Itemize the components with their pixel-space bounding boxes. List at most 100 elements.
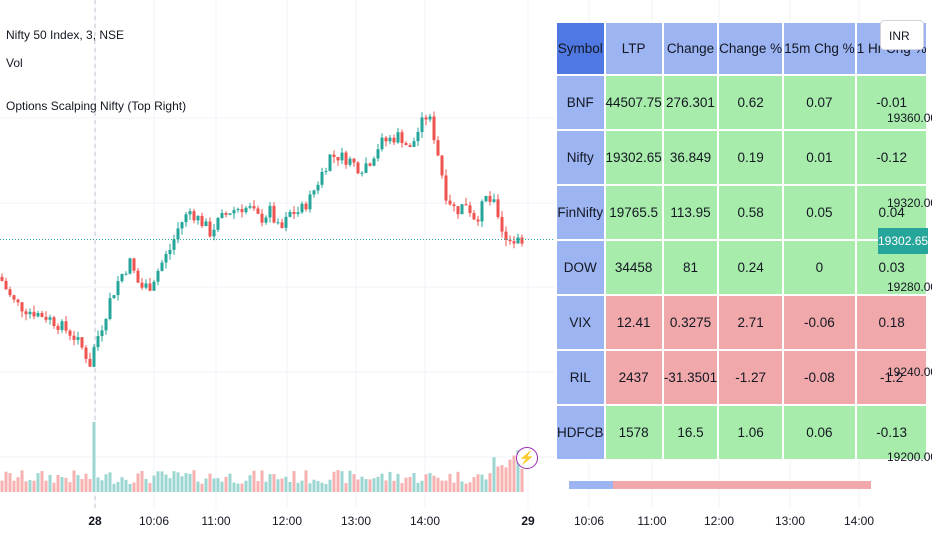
volume-bar xyxy=(320,482,324,492)
volume-bar xyxy=(300,480,304,492)
candle-body xyxy=(512,241,516,244)
candle-body xyxy=(392,137,396,143)
currency-selector[interactable]: INR xyxy=(880,20,924,50)
table-row: BNF 44507.75 276.301 0.62 0.07 -0.01 xyxy=(555,74,929,131)
volume-bar xyxy=(332,471,336,492)
volume-bar xyxy=(364,479,368,492)
candle-body xyxy=(196,215,200,221)
chg-15m-cell: 0.06 xyxy=(782,404,857,461)
volume-bar xyxy=(464,483,468,492)
symbol-legend[interactable]: Nifty 50 Index, 3, NSE xyxy=(6,28,125,42)
volume-bar xyxy=(520,468,524,492)
volume-bar xyxy=(452,482,456,492)
candle-body xyxy=(320,171,324,185)
volume-bar xyxy=(252,470,256,492)
table-overflow-row xyxy=(569,481,871,489)
volume-bar xyxy=(48,474,52,492)
candle-body xyxy=(100,330,104,337)
time-tick-label: 12:00 xyxy=(271,514,303,528)
candle-body xyxy=(112,295,116,299)
change-cell: 81 xyxy=(661,239,720,296)
volume-bar xyxy=(352,474,356,492)
candle-body xyxy=(384,137,388,142)
volume-bar xyxy=(232,482,236,492)
volume-bar xyxy=(36,473,40,492)
volume-bar xyxy=(192,470,196,492)
volume-bar xyxy=(264,481,268,492)
table-header-row: Symbol LTP Change Change % 15m Chg % 1 H… xyxy=(555,21,929,76)
change-pct-cell: 0.19 xyxy=(717,129,785,186)
candle-body xyxy=(416,132,420,142)
candle-body xyxy=(516,237,520,244)
volume-bar xyxy=(212,478,216,492)
candle-body xyxy=(224,212,228,215)
candle-body xyxy=(344,152,348,165)
volume-bars xyxy=(0,422,524,492)
candle-body xyxy=(480,201,484,222)
candle-body xyxy=(140,282,144,288)
candle-body xyxy=(336,156,340,161)
volume-legend[interactable]: Vol xyxy=(6,56,23,70)
current-price-label: 19302.65 xyxy=(878,228,928,254)
candle-body xyxy=(376,149,380,159)
candle-body xyxy=(492,199,496,202)
candle-body xyxy=(36,313,40,317)
candle-body xyxy=(432,116,436,141)
candle-body xyxy=(84,347,88,359)
change-pct-cell: 0.58 xyxy=(717,184,785,241)
change-pct-cell: 0.62 xyxy=(717,74,785,131)
change-pct-cell: 0.24 xyxy=(717,239,785,296)
volume-bar xyxy=(88,478,92,492)
candle-body xyxy=(156,270,160,282)
volume-bar xyxy=(468,482,472,492)
candle-body xyxy=(452,204,456,207)
candle-body xyxy=(404,142,408,146)
time-tick-label: 14:00 xyxy=(843,514,875,528)
volume-bar xyxy=(136,473,140,492)
volume-bar xyxy=(72,470,76,492)
volume-bar xyxy=(404,477,408,492)
candle-body xyxy=(504,231,508,240)
candle-body xyxy=(64,321,68,331)
lightning-icon[interactable]: ⚡ xyxy=(516,447,538,469)
volume-bar xyxy=(324,483,328,492)
candle-body xyxy=(16,299,20,303)
indicator-legend[interactable]: Options Scalping Nifty (Top Right) xyxy=(6,99,187,113)
volume-bar xyxy=(500,465,504,492)
candle-body xyxy=(232,210,236,214)
volume-bar xyxy=(416,482,420,492)
symbol-cell: RIL xyxy=(555,349,606,406)
candle-body xyxy=(28,311,32,315)
candle-body xyxy=(368,163,372,166)
ltp-cell: 1578 xyxy=(603,404,664,461)
volume-bar xyxy=(380,473,384,492)
volume-bar xyxy=(512,455,516,492)
header-15m-chg: 15m Chg % xyxy=(782,21,857,76)
header-symbol: Symbol xyxy=(555,21,606,76)
volume-bar xyxy=(236,483,240,492)
volume-bar xyxy=(172,471,176,492)
volume-bar xyxy=(476,474,480,492)
volume-bar xyxy=(472,477,476,492)
candle-body xyxy=(240,209,244,213)
volume-bar xyxy=(460,481,464,492)
volume-bar xyxy=(96,477,100,492)
candle-body xyxy=(448,200,452,205)
volume-bar xyxy=(508,459,512,492)
volume-bar xyxy=(52,482,56,492)
volume-bar xyxy=(304,470,308,492)
candle-body xyxy=(488,195,492,202)
candle-body xyxy=(44,316,48,320)
volume-bar xyxy=(188,473,192,492)
candle-body xyxy=(180,222,184,229)
volume-bar xyxy=(0,480,4,492)
candle-body xyxy=(60,321,64,330)
volume-bar xyxy=(208,473,212,492)
chg-1h-cell: -0.01 xyxy=(854,74,929,131)
candle-body xyxy=(152,281,156,291)
candle-body xyxy=(280,222,284,228)
symbol-cell: BNF xyxy=(555,74,606,131)
volume-bar xyxy=(104,474,108,492)
candle-body xyxy=(220,212,224,219)
candle-body xyxy=(520,237,524,244)
